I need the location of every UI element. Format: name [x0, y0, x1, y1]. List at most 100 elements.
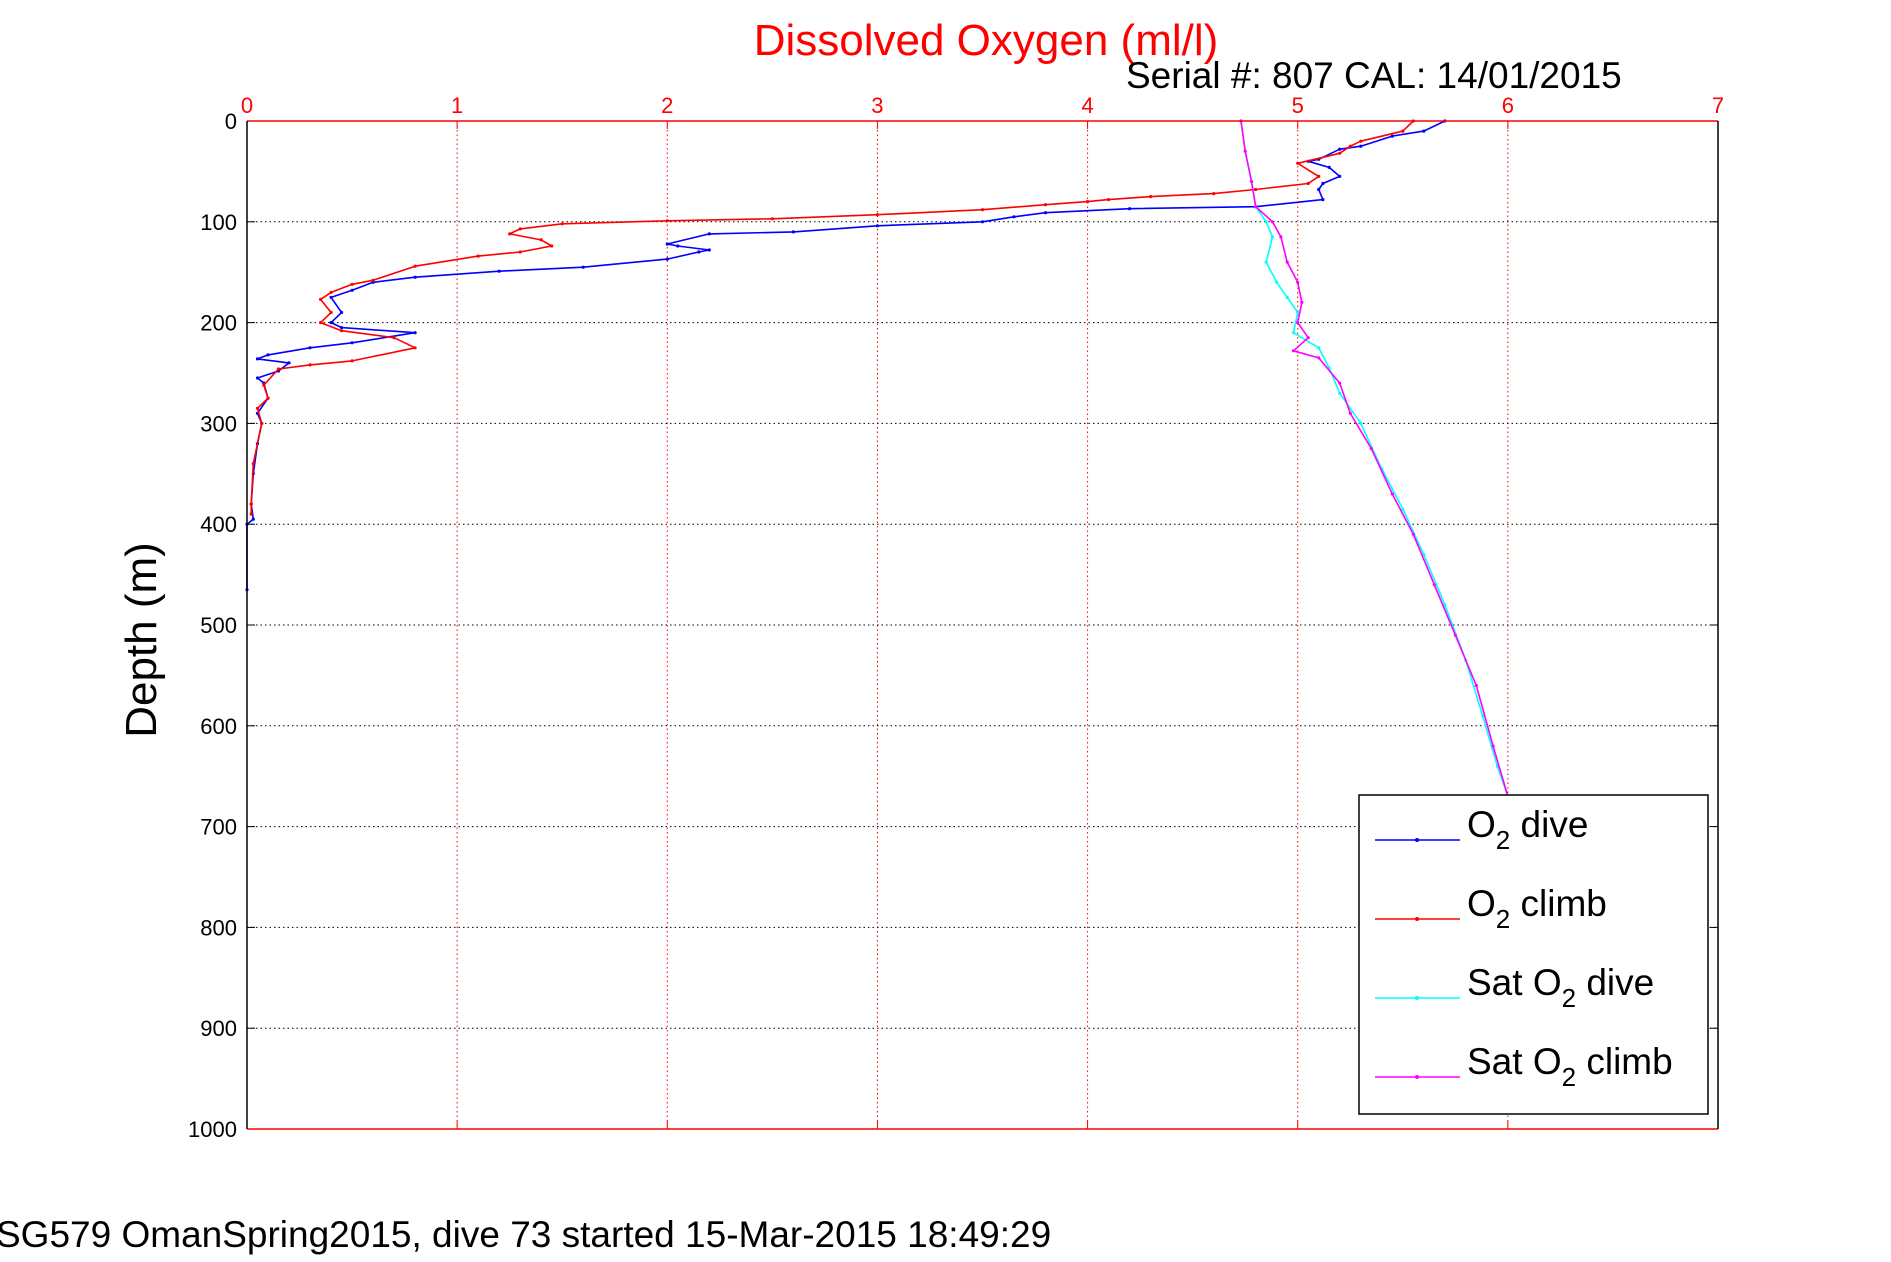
data-point-sat-o2-climb [1296, 280, 1300, 284]
data-point-o2-dive [875, 224, 880, 228]
legend-label: Sat O2 climb [1467, 1041, 1673, 1092]
data-point-o2-dive [350, 341, 354, 345]
legend-marker [1415, 996, 1419, 1000]
data-point-o2-climb [1086, 200, 1090, 204]
data-point-sat-o2-dive [1296, 310, 1300, 315]
legend-marker [1415, 917, 1419, 921]
data-point-o2-climb [476, 254, 480, 258]
data-point-o2-climb [1401, 129, 1405, 133]
x-tick-label: 6 [1502, 93, 1514, 118]
data-point-o2-climb [340, 329, 344, 333]
data-point-o2-climb [413, 264, 417, 268]
data-point-o2-dive [329, 321, 333, 325]
y-tick-label: 900 [200, 1016, 237, 1041]
data-point-sat-o2-climb [1348, 411, 1352, 415]
data-point-sat-o2-dive [1285, 295, 1289, 299]
legend-marker [1415, 1075, 1419, 1079]
data-point-o2-climb [518, 250, 522, 254]
data-point-sat-o2-dive [1359, 421, 1363, 425]
data-point-o2-climb [665, 219, 669, 223]
legend-label: Sat O2 dive [1467, 962, 1654, 1013]
data-point-o2-climb [770, 217, 775, 221]
data-point-o2-dive [340, 310, 344, 315]
data-point-o2-dive [1390, 134, 1394, 138]
data-point-sat-o2-climb [1285, 260, 1289, 264]
data-point-o2-climb [1254, 187, 1258, 192]
legend: O2 dive O2 climb Sat O2 dive Sat O2 climb [1358, 794, 1709, 1115]
data-point-sat-o2-climb [1291, 349, 1296, 353]
data-point-sat-o2-dive [1422, 552, 1426, 557]
data-point-o2-climb [539, 238, 543, 242]
data-point-sat-o2-climb [1296, 321, 1300, 325]
x-tick-label: 3 [871, 93, 883, 118]
data-point-o2-climb [329, 310, 333, 315]
data-point-o2-climb [1212, 192, 1216, 196]
y-tick-label: 700 [200, 815, 237, 840]
data-point-sat-o2-climb [1317, 356, 1321, 360]
y-tick-label: 300 [200, 411, 237, 436]
data-point-o2-climb [1306, 181, 1310, 186]
data-point-o2-climb [329, 290, 333, 294]
data-point-o2-climb [508, 232, 512, 236]
data-point-o2-climb [350, 359, 354, 363]
data-point-o2-dive [1359, 144, 1363, 148]
data-point-o2-dive [676, 244, 680, 248]
data-point-o2-climb [255, 406, 260, 410]
data-point-sat-o2-climb [1243, 149, 1247, 153]
chart-subtitle: Serial #: 807 CAL: 14/01/2015 [1126, 55, 1622, 96]
data-point-o2-dive [266, 353, 270, 357]
data-point-o2-dive [255, 357, 260, 361]
data-point-o2-climb [249, 502, 253, 506]
data-point-sat-o2-climb [1300, 300, 1304, 304]
data-point-sat-o2-climb [1491, 744, 1495, 748]
data-point-sat-o2-climb [1453, 633, 1457, 637]
data-point-sat-o2-climb [1279, 235, 1283, 239]
grid [247, 121, 1718, 1129]
data-point-o2-climb [308, 363, 312, 367]
data-point-o2-dive [1321, 181, 1325, 186]
x-tick-label: 1 [451, 93, 463, 118]
data-point-o2-climb [266, 396, 270, 400]
data-point-o2-dive [1043, 211, 1048, 215]
data-point-o2-climb [392, 336, 396, 340]
data-point-o2-dive [1317, 187, 1321, 192]
data-point-sat-o2-climb [1338, 381, 1342, 385]
data-point-o2-dive [1327, 165, 1331, 169]
legend-marker [1415, 838, 1419, 842]
data-point-o2-dive [255, 376, 260, 380]
data-point-o2-dive [697, 250, 701, 254]
legend-item-o2-dive: O2 dive [1375, 804, 1588, 855]
x-tick-label: 0 [241, 93, 253, 118]
data-point-o2-dive [1321, 198, 1325, 202]
legend-label: O2 climb [1467, 883, 1607, 934]
y-tick-label: 100 [200, 210, 237, 235]
data-point-o2-dive [287, 361, 291, 365]
data-point-o2-climb [550, 244, 554, 248]
data-point-o2-dive [1422, 129, 1426, 133]
series-line-o2-dive [246, 120, 1446, 590]
legend-item-sat-o2-climb: Sat O2 climb [1375, 1041, 1673, 1092]
data-point-o2-dive [707, 232, 711, 236]
y-axis-label: Depth (m) [117, 542, 166, 738]
y-tick-label: 200 [200, 311, 237, 336]
data-point-o2-climb [262, 383, 266, 387]
data-point-o2-dive [329, 295, 333, 299]
data-point-o2-climb [518, 227, 522, 231]
chart-title: Dissolved Oxygen (ml/l) [754, 16, 1219, 65]
data-point-sat-o2-climb [1249, 179, 1254, 184]
data-point-o2-climb [980, 208, 985, 212]
data-point-o2-dive [707, 248, 711, 252]
data-point-o2-climb [350, 282, 354, 286]
y-tick-label: 500 [200, 613, 237, 638]
data-point-o2-climb [260, 421, 264, 425]
data-point-sat-o2-climb [1306, 336, 1310, 340]
data-point-sat-o2-dive [1264, 260, 1268, 264]
y-tick-label: 600 [200, 714, 237, 739]
series-line-o2-climb [250, 120, 1414, 515]
data-point-o2-climb [1296, 161, 1300, 165]
data-point-o2-climb [249, 512, 253, 516]
data-point-o2-climb [875, 213, 880, 217]
data-point-o2-dive [1012, 215, 1016, 219]
series-line-sat-o2-dive [1240, 120, 1509, 797]
